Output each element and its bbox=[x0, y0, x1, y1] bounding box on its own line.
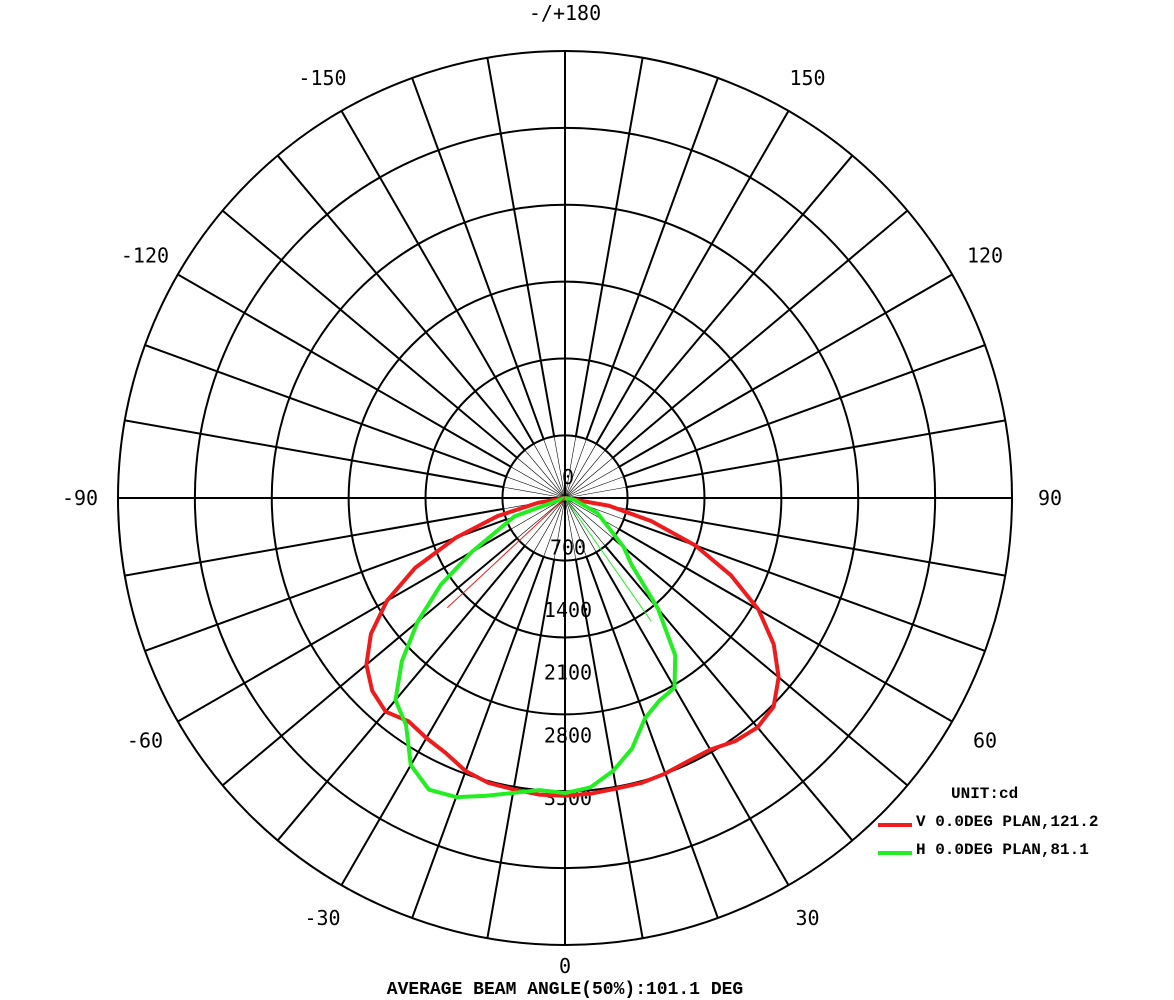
stray-line bbox=[446, 497, 566, 609]
angle-label: 150 bbox=[789, 66, 825, 90]
grid-spoke bbox=[612, 209, 909, 459]
radial-tick-label: 2800 bbox=[544, 723, 592, 747]
inner-spoke bbox=[524, 449, 566, 499]
grid-spoke bbox=[626, 507, 1006, 577]
inner-spoke bbox=[553, 436, 566, 499]
inner-spoke bbox=[503, 486, 566, 499]
series-curve-h bbox=[393, 496, 678, 800]
inner-spoke bbox=[533, 497, 566, 553]
inner-spoke bbox=[543, 497, 566, 557]
angle-label: 90 bbox=[1038, 486, 1062, 510]
grid-spoke bbox=[340, 110, 535, 445]
grid-spoke bbox=[604, 545, 854, 842]
inner-spoke bbox=[564, 449, 606, 499]
inner-spoke bbox=[506, 476, 566, 499]
radial-tick-label: 0 bbox=[559, 954, 571, 978]
grid-spoke bbox=[221, 537, 518, 787]
legend-label-v: V 0.0DEG PLAN,121.2 bbox=[916, 813, 1098, 831]
grid-spoke bbox=[124, 507, 504, 577]
grid-spoke bbox=[486, 559, 556, 939]
grid-spoke bbox=[486, 57, 556, 437]
grid-spoke bbox=[124, 419, 504, 489]
grid-spoke bbox=[618, 528, 953, 723]
beam-angle-caption: AVERAGE BEAM ANGLE(50%):101.1 DEG bbox=[387, 980, 743, 1000]
legend: UNIT:cd V 0.0DEG PLAN,121.2 H 0.0DEG PLA… bbox=[878, 785, 1098, 859]
inner-spoke bbox=[564, 436, 577, 499]
angle-label: -/+180 bbox=[529, 1, 601, 25]
grid-spoke bbox=[574, 57, 644, 437]
angle-label: -90 bbox=[62, 486, 98, 510]
angle-label: 60 bbox=[973, 729, 997, 753]
grid-spoke bbox=[144, 344, 507, 478]
grid-spoke bbox=[618, 273, 953, 468]
inner-spoke bbox=[564, 497, 577, 560]
radial-tick-label: 0 bbox=[562, 465, 574, 489]
unit-label: UNIT:cd bbox=[951, 785, 1018, 803]
inner-spoke bbox=[516, 457, 566, 499]
angle-label: 120 bbox=[967, 244, 1003, 268]
legend-label-h: H 0.0DEG PLAN,81.1 bbox=[916, 841, 1089, 859]
inner-spoke bbox=[564, 497, 597, 553]
angle-label: 30 bbox=[795, 906, 819, 930]
grid-spoke bbox=[276, 545, 526, 842]
inner-spoke bbox=[564, 466, 620, 499]
grid-spoke bbox=[626, 419, 1006, 489]
grid-spoke bbox=[585, 77, 719, 440]
radial-tick-label: 1400 bbox=[544, 598, 592, 622]
angle-label: -120 bbox=[121, 244, 169, 268]
inner-spoke bbox=[564, 497, 606, 547]
angle-label: -60 bbox=[127, 729, 163, 753]
series-curve-v bbox=[364, 496, 781, 798]
radial-tick-label: 700 bbox=[550, 536, 586, 560]
inner-spoke bbox=[564, 486, 627, 499]
grid-spoke bbox=[612, 537, 909, 787]
stray-line bbox=[564, 497, 652, 622]
inner-spoke bbox=[564, 439, 587, 499]
angle-labels: -/+180 150 -150 120 -120 90 -90 60 -60 30 -30 bbox=[62, 1, 1062, 930]
angle-label: -150 bbox=[298, 66, 346, 90]
inner-spoke bbox=[543, 439, 566, 499]
inner-spoke bbox=[524, 497, 566, 547]
grid-spoke bbox=[595, 110, 790, 445]
grid-spoke bbox=[623, 344, 986, 478]
grid-spoke bbox=[595, 551, 790, 886]
inner-spoke bbox=[533, 443, 566, 499]
series-curves bbox=[364, 496, 781, 800]
angle-label: -30 bbox=[304, 906, 340, 930]
inner-spoke bbox=[516, 497, 566, 539]
grid-spoke bbox=[276, 154, 526, 451]
grid-spoke bbox=[604, 154, 854, 451]
grid-spoke bbox=[411, 556, 545, 919]
grid-spoke bbox=[221, 209, 518, 459]
grid-spoke bbox=[411, 77, 545, 440]
grid-spoke bbox=[340, 551, 535, 886]
inner-spoke bbox=[553, 497, 566, 560]
grid-spoke bbox=[177, 273, 512, 468]
inner-spoke bbox=[510, 466, 566, 499]
inner-spoke bbox=[564, 476, 624, 499]
inner-spoke bbox=[564, 457, 614, 499]
grid-spoke bbox=[574, 559, 644, 939]
inner-spoke bbox=[564, 443, 597, 499]
inner-spoke bbox=[564, 497, 587, 557]
radial-tick-label: 2100 bbox=[544, 661, 592, 685]
inner-spoke bbox=[564, 497, 620, 530]
grid-spoke bbox=[144, 518, 507, 652]
grid-spoke bbox=[177, 528, 512, 723]
inner-spoke bbox=[564, 497, 614, 539]
grid-spoke bbox=[585, 556, 719, 919]
